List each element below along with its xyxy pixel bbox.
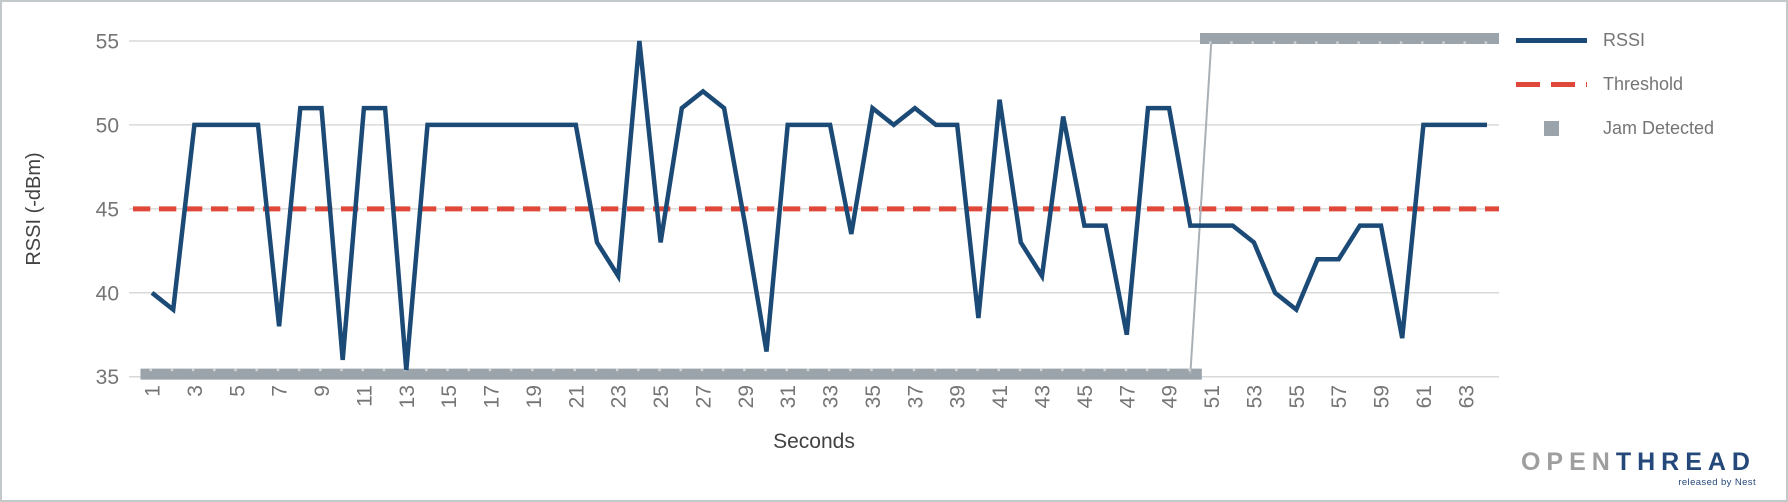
chart-legend: RSSI Threshold Jam Detected <box>1516 18 1776 150</box>
y-axis-title: RSSI (-dBm) <box>23 152 45 265</box>
x-tick-label-3: 3 <box>184 385 207 397</box>
jam-square-swatch <box>1516 120 1587 136</box>
x-tick-label-57: 57 <box>1328 385 1351 408</box>
legend-label-threshold: Threshold <box>1603 73 1684 94</box>
jam-transition-line <box>1189 38 1213 375</box>
openthread-logo-wordmark: OPENTHREAD <box>1520 447 1756 476</box>
x-tick-label-27: 27 <box>693 385 716 408</box>
rssi-line <box>150 40 1487 371</box>
x-tick-label-23: 23 <box>608 385 631 408</box>
openthread-logo: OPENTHREAD released by Nest <box>1520 447 1756 488</box>
legend-item-rssi: RSSI <box>1516 18 1776 62</box>
x-tick-label-25: 25 <box>650 385 673 408</box>
y-tick-label-35: 35 <box>96 366 119 389</box>
x-tick-label-61: 61 <box>1413 385 1436 408</box>
logo-text-open: OPEN <box>1520 447 1616 476</box>
x-tick-label-17: 17 <box>481 385 504 408</box>
x-tick-label-11: 11 <box>353 385 376 407</box>
x-tick-label-49: 49 <box>1159 385 1182 408</box>
x-tick-label-39: 39 <box>947 385 970 408</box>
y-tick-label-40: 40 <box>96 282 119 305</box>
x-tick-label-1: 1 <box>142 385 165 397</box>
x-tick-label-9: 9 <box>311 385 334 397</box>
x-tick-label-19: 19 <box>523 385 546 408</box>
legend-item-threshold: Threshold <box>1516 62 1776 106</box>
y-tick-label-50: 50 <box>96 114 119 137</box>
x-tick-label-63: 63 <box>1455 385 1478 408</box>
legend-label-rssi: RSSI <box>1603 29 1646 50</box>
rssi-line-swatch <box>1516 37 1587 43</box>
x-tick-label-29: 29 <box>735 385 758 408</box>
x-tick-label-43: 43 <box>1032 385 1055 408</box>
x-tick-label-33: 33 <box>820 385 843 408</box>
x-tick-label-13: 13 <box>396 385 419 408</box>
legend-item-jam: Jam Detected <box>1516 106 1776 150</box>
x-tick-label-41: 41 <box>989 385 1012 408</box>
x-tick-label-37: 37 <box>904 385 927 408</box>
x-tick-label-53: 53 <box>1243 385 1266 408</box>
x-tick-label-15: 15 <box>438 385 461 408</box>
x-tick-label-31: 31 <box>777 385 800 408</box>
logo-text-thread: THREAD <box>1615 447 1756 476</box>
x-tick-label-45: 45 <box>1074 385 1097 408</box>
y-tick-label-45: 45 <box>96 198 119 221</box>
x-tick-label-51: 51 <box>1201 385 1224 408</box>
x-axis-title: Seconds <box>773 430 855 453</box>
y-tick-label-55: 55 <box>96 31 119 54</box>
x-tick-label-59: 59 <box>1371 385 1394 408</box>
x-tick-label-21: 21 <box>565 385 588 408</box>
logo-tagline: released by Nest <box>1678 476 1756 488</box>
x-tick-label-35: 35 <box>862 385 885 408</box>
x-tick-label-55: 55 <box>1286 385 1309 408</box>
threshold-dash-swatch <box>1516 81 1587 87</box>
x-tick-label-47: 47 <box>1116 385 1139 408</box>
legend-label-jam: Jam Detected <box>1603 117 1715 138</box>
x-tick-label-5: 5 <box>226 385 249 397</box>
x-tick-label-7: 7 <box>269 385 292 397</box>
